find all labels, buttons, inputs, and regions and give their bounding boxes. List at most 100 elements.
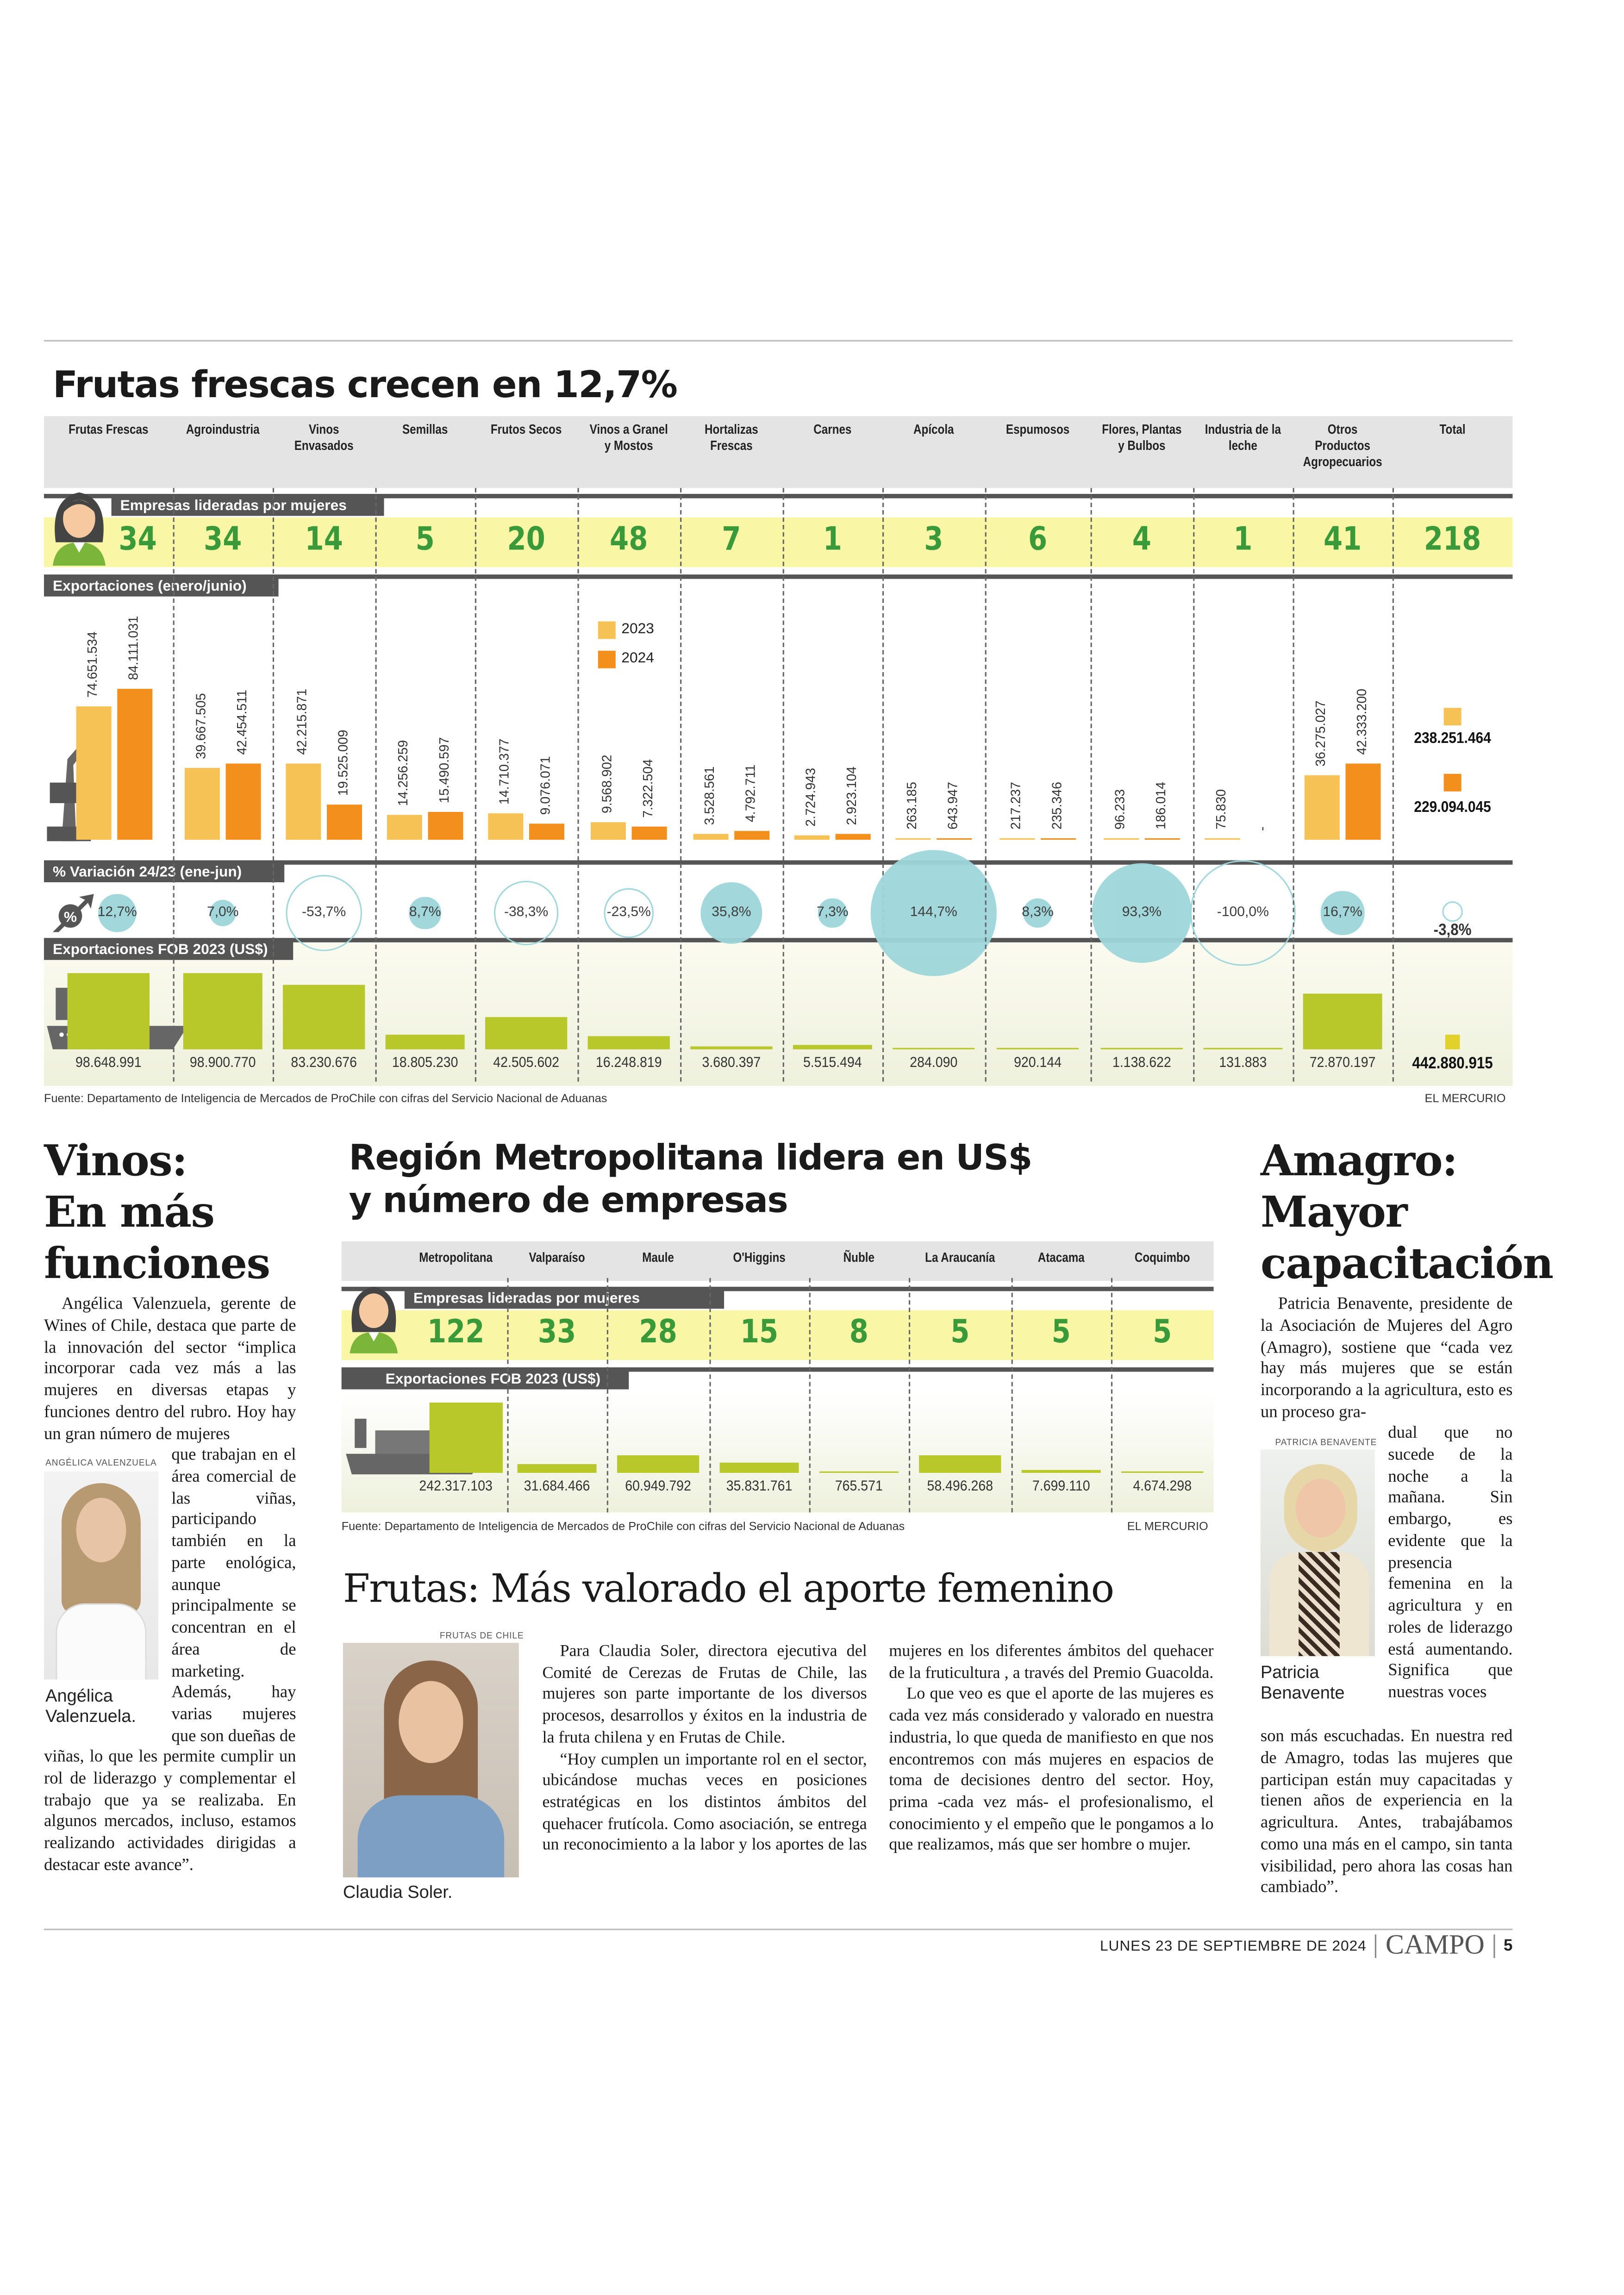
divider	[341, 1367, 1214, 1372]
claudia-soler-photo	[343, 1643, 519, 1877]
fob-bar	[183, 973, 262, 1049]
region-fob-bar	[1021, 1471, 1101, 1473]
column-divider	[680, 488, 682, 1082]
vinos-text-side: que trabajan en el área comercial de las…	[171, 1445, 296, 1746]
companies-count: 14	[305, 522, 343, 559]
divider	[44, 493, 1513, 499]
variation-bubble: -100,0%	[1190, 861, 1295, 966]
fob-bar	[485, 1017, 568, 1049]
percent-arrow-icon: %	[52, 894, 94, 932]
amagro-text-bottom: son más escuchadas. En nuestra red de Am…	[1260, 1726, 1513, 1897]
divider	[341, 1286, 1214, 1291]
fob-bar	[1203, 1048, 1283, 1049]
region-fob-bar	[719, 1462, 799, 1473]
export-bar-2023	[794, 835, 830, 840]
category-header: Carnes	[813, 422, 852, 437]
export-bar-2023	[76, 705, 112, 840]
fob-value: 16.248.819	[595, 1055, 662, 1072]
variation-bubble: 93,3%	[1091, 862, 1193, 964]
companies-count: 1	[823, 522, 842, 559]
legend-swatch-2024	[598, 650, 616, 668]
regions-title-line1: Región Metropolitana lidera en US$	[349, 1137, 1033, 1179]
regions-title-line2: y número de empresas	[349, 1179, 788, 1221]
fob-value: 442.880.915	[1412, 1055, 1493, 1073]
legend-swatch-2023	[598, 621, 616, 639]
export-bar-2023	[184, 768, 220, 840]
region-header: La Araucanía	[925, 1250, 995, 1265]
footer-separator	[1375, 1934, 1377, 1958]
category-header: Frutas Frescas	[69, 422, 149, 437]
region-header: Coquimbo	[1134, 1250, 1190, 1265]
region-header: Valparaíso	[529, 1250, 585, 1265]
patricia-benavente-photo	[1260, 1449, 1375, 1656]
fob-bar	[996, 1048, 1079, 1049]
fob-bar	[793, 1045, 872, 1049]
footer-rule	[44, 1928, 1513, 1930]
region-companies-count: 5	[1153, 1314, 1172, 1352]
column-divider	[985, 488, 987, 1082]
amagro-headline: Amagro: Mayor capacitación	[1260, 1136, 1554, 1290]
fob-value: 18.805.230	[392, 1055, 458, 1072]
region-companies-band	[341, 1310, 1214, 1360]
variation-bubble: 8,7%	[409, 898, 441, 929]
amagro-photo-credit: PATRICIA BENAVENTE	[1275, 1439, 1377, 1448]
region-fob-value: 35.831.761	[726, 1478, 793, 1495]
export-bar-2024	[225, 763, 261, 840]
companies-count: 34	[119, 522, 157, 559]
variation-section-label: % Variación 24/23 (ene-jun)	[44, 863, 285, 882]
region-fob-value: 4.674.298	[1133, 1478, 1192, 1495]
category-header: Semillas	[402, 422, 448, 437]
column-divider	[1193, 488, 1195, 1082]
companies-count: 5	[415, 522, 435, 559]
divider	[44, 860, 1513, 865]
vinos-photo-credit: ANGÉLICA VALENZUELA	[45, 1459, 157, 1469]
regions-title: Región Metropolitana lidera en US$ y núm…	[349, 1137, 1033, 1222]
vinos-text-bottom: viñas, lo que les permite cumplir un rol…	[44, 1746, 296, 1874]
region-companies-label: Empresas lideradas por mujeres	[404, 1290, 725, 1309]
page-footer: LUNES 23 DE SEPTIEMBRE DE 2024 CAMPO 5	[1026, 1930, 1512, 1961]
legend-label-2024: 2024	[621, 650, 654, 667]
top-rule	[44, 340, 1513, 342]
crane-icon	[47, 715, 109, 842]
export-bar-2024	[327, 804, 362, 840]
export-bar-2024	[1144, 837, 1180, 840]
variation-bubble: -23,5%	[603, 887, 655, 939]
region-fob-value: 7.699.110	[1032, 1478, 1090, 1495]
column-divider	[809, 1278, 811, 1513]
footer-section: CAMPO	[1385, 1930, 1485, 1961]
export-bar-2023	[590, 823, 626, 840]
fob-value: 3.680.397	[702, 1055, 761, 1072]
column-divider	[375, 488, 377, 1082]
region-fob-bar	[617, 1455, 700, 1473]
divider	[44, 938, 1513, 942]
fob-value: 1.138.622	[1112, 1055, 1171, 1072]
region-fob-bar	[819, 1471, 899, 1473]
companies-count: 41	[1323, 522, 1362, 559]
amagro-text-side: dual que no sucede de la noche a la maña…	[1388, 1423, 1513, 1702]
variation-bubble: 35,8%	[700, 881, 763, 945]
vinos-text-top: Angélica Valenzuela, gerente de Wines of…	[44, 1294, 296, 1443]
category-header: Frutos Secos	[490, 422, 562, 437]
category-header: Agroindustria	[186, 422, 260, 437]
amagro-headline-line: capacitación	[1260, 1238, 1554, 1289]
region-fob-bar	[517, 1464, 597, 1473]
frutas-photo-credit: FRUTAS DE CHILE	[439, 1633, 524, 1642]
regions-infographic: Empresas lideradas por mujeres Exportaci…	[341, 1241, 1214, 1533]
export-bar-2024	[117, 688, 153, 840]
companies-count: 34	[204, 522, 242, 559]
fob-section-label: Exportaciones FOB 2023 (US$)	[44, 941, 294, 960]
category-header: Hortalizas Frescas	[704, 422, 758, 453]
companies-count: 48	[610, 522, 648, 559]
region-companies-count: 33	[537, 1314, 576, 1352]
companies-section-label: Empresas lideradas por mujeres	[111, 497, 384, 516]
fob-value: 920.144	[1014, 1055, 1062, 1072]
category-header: Flores, Plantas y Bulbos	[1102, 422, 1182, 453]
fob-bar	[67, 973, 150, 1049]
fob-bar	[690, 1046, 773, 1049]
export-bar-2023	[895, 837, 931, 840]
angelica-valenzuela-photo	[44, 1471, 158, 1680]
fob-value: 284.090	[910, 1055, 958, 1072]
variation-bubble: 7,0%	[207, 899, 239, 927]
total-swatch-2024	[1443, 773, 1462, 792]
region-fob-value: 765.571	[835, 1478, 883, 1495]
